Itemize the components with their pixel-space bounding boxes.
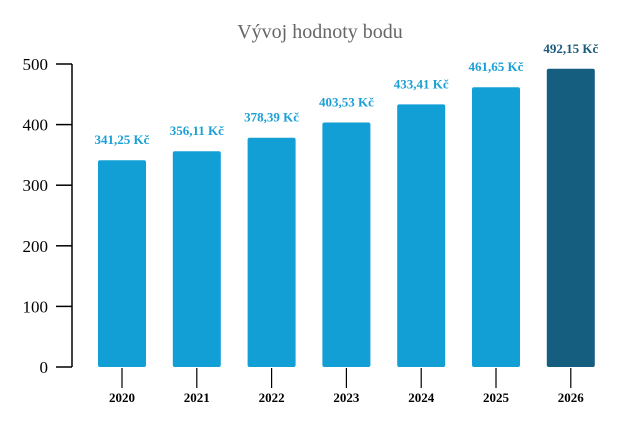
y-tick-label: 0 xyxy=(40,358,49,377)
data-label-2022: 378,39 Kč xyxy=(244,110,299,125)
data-label-2023: 403,53 Kč xyxy=(319,94,374,109)
chart-title: Vývoj hodnoty bodu xyxy=(237,21,403,43)
y-tick-label: 100 xyxy=(23,297,49,316)
bar-2025 xyxy=(472,87,520,367)
bar-2026 xyxy=(546,68,595,367)
data-label-2020: 341,25 Kč xyxy=(95,132,150,147)
data-label-2026: 492,15 Kč xyxy=(543,41,598,56)
y-tick-label: 200 xyxy=(23,237,49,256)
y-tick-label: 300 xyxy=(23,176,49,195)
y-tick-label: 500 xyxy=(23,55,49,74)
bar-2023 xyxy=(322,122,371,368)
data-label-2021: 356,11 Kč xyxy=(170,123,224,138)
data-label-2025: 461,65 Kč xyxy=(469,59,524,74)
x-tick-label: 2021 xyxy=(184,390,210,405)
y-axis: 0 100 200 300 400 500 xyxy=(23,55,73,377)
bar-2022 xyxy=(247,137,296,367)
x-axis: 2020 2021 2022 2023 2024 2025 2026 xyxy=(109,368,584,405)
x-tick-label: 2024 xyxy=(408,390,435,405)
x-tick-label: 2026 xyxy=(558,390,585,405)
data-label-2024: 433,41 Kč xyxy=(394,76,449,91)
bar-2020 xyxy=(98,160,146,367)
x-tick-label: 2020 xyxy=(109,390,135,405)
x-tick-label: 2023 xyxy=(333,390,360,405)
bar-2021 xyxy=(172,151,221,367)
x-tick-label: 2025 xyxy=(483,390,510,405)
bars: 341,25 Kč 356,11 Kč 378,39 Kč 403,53 Kč 433,… xyxy=(95,41,598,368)
x-tick-label: 2022 xyxy=(259,390,285,405)
y-tick-label: 400 xyxy=(23,116,49,135)
bar-2024 xyxy=(397,104,446,367)
